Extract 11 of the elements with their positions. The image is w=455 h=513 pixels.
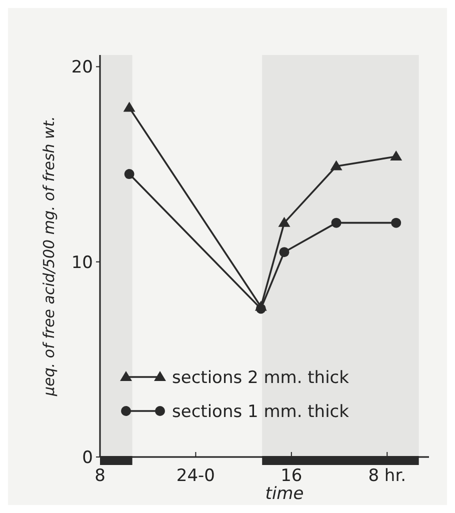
y-axis-title: μeq. of free acid/500 mg. of fresh wt. [40,116,58,397]
x-tick-label: 8 [94,466,106,486]
x-axis-title: time [265,484,304,504]
y-tick-label: 10 [71,252,93,273]
x-tick-label: 24-0 [176,466,216,486]
y-tick-label: 20 [71,58,93,78]
x-tick-label: 16 [280,466,302,486]
legend-label: sections 1 mm. thick [172,402,350,422]
y-tick-label: 0 [82,448,93,468]
x-tick-label: 8 hr. [368,466,406,486]
legend-label: sections 2 mm. thick [172,368,350,388]
